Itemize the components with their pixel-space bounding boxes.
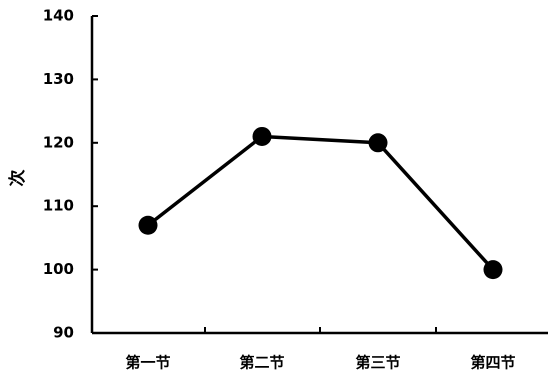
data-point	[483, 260, 503, 280]
y-tick-label: 130	[43, 70, 74, 88]
x-category-label: 第三节	[355, 354, 400, 372]
data-point	[138, 215, 158, 235]
y-tick-label: 140	[43, 7, 74, 25]
x-category-label: 第一节	[125, 354, 170, 372]
y-tick-label: 90	[53, 324, 74, 342]
x-axis	[92, 327, 548, 335]
series-line	[146, 134, 495, 271]
x-category-label: 第四节	[470, 354, 515, 372]
x-tick-labels: 第一节 第二节 第三节 第四节	[125, 354, 515, 372]
y-axis-title: 次	[7, 170, 28, 187]
series-layer	[138, 126, 503, 280]
data-point	[368, 133, 388, 153]
data-point	[252, 126, 272, 146]
y-axis	[90, 15, 98, 334]
y-tick-label: 120	[43, 133, 74, 151]
x-category-label: 第二节	[239, 354, 284, 372]
y-tick-label: 100	[43, 260, 74, 278]
y-tick-label: 110	[43, 197, 74, 215]
y-tick-labels: 90 100 110 120 130 140	[43, 7, 74, 342]
